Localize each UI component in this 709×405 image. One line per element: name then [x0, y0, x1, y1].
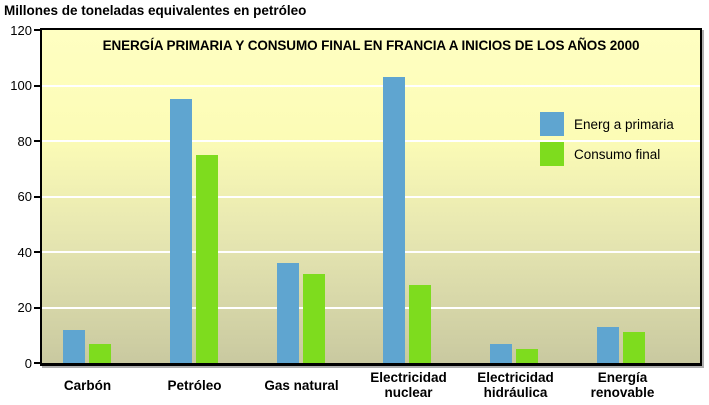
x-axis-label: Electricidad hidráulica — [477, 370, 554, 400]
y-tick: 40 — [18, 244, 40, 260]
y-tick-mark — [34, 306, 40, 309]
legend-swatch-primaria-icon — [540, 112, 564, 136]
bar-consumo — [89, 343, 112, 363]
y-tick-label: 0 — [24, 355, 32, 371]
gridline — [42, 306, 700, 309]
y-axis: 0 20 40 60 80 100 120 — [0, 23, 40, 371]
y-tick-mark — [34, 251, 40, 253]
x-axis-label: Gas natural — [264, 377, 339, 393]
y-tick: 60 — [18, 189, 40, 205]
y-tick-mark — [34, 84, 40, 87]
y-tick: 80 — [18, 133, 40, 149]
y-tick-label: 80 — [17, 133, 32, 149]
x-axis-label: Carbón — [63, 377, 112, 393]
y-tick: 20 — [18, 300, 40, 316]
chart-title: ENERGÍA PRIMARIA Y CONSUMO FINAL EN FRAN… — [102, 38, 640, 53]
legend-swatch-consumo-icon — [540, 142, 564, 166]
bar-primaria — [383, 77, 406, 363]
y-tick: 100 — [10, 78, 40, 94]
y-tick-label: 40 — [17, 244, 32, 260]
bar-consumo — [302, 274, 325, 363]
bar-group — [567, 30, 674, 363]
y-tick-label: 120 — [10, 22, 32, 38]
plot-area: ENERGÍA PRIMARIA Y CONSUMO FINAL EN FRAN… — [40, 28, 702, 366]
bar-primaria — [63, 329, 86, 363]
bar-primaria — [276, 263, 299, 363]
legend-label-primaria: Energ a primaria — [574, 116, 674, 132]
y-tick-mark — [34, 195, 40, 198]
y-tick-mark — [34, 29, 40, 31]
bar-primaria — [596, 326, 619, 363]
bar-consumo — [622, 332, 645, 363]
legend-item-primaria: Energ a primaria — [540, 112, 674, 136]
bar-primaria — [170, 99, 192, 363]
bar-consumo — [409, 285, 432, 363]
legend-label-consumo: Consumo final — [574, 146, 661, 162]
y-tick: 120 — [10, 22, 40, 38]
y-tick-mark — [34, 140, 40, 142]
y-tick-label: 60 — [17, 189, 32, 204]
legend-item-consumo: Consumo final — [540, 142, 674, 166]
y-tick-label: 20 — [17, 300, 32, 315]
bar-group — [461, 30, 568, 363]
bar-groups — [34, 30, 674, 363]
x-axis-label: Energía renovable — [590, 370, 655, 400]
bar-primaria — [490, 343, 513, 363]
bar-group — [354, 30, 461, 363]
gridline — [42, 251, 700, 253]
y-tick-label: 100 — [10, 78, 32, 93]
bar-consumo — [516, 349, 539, 363]
y-tick-mark — [34, 362, 40, 364]
legend: Energ a primaria Consumo final — [540, 112, 674, 166]
gridline — [42, 195, 700, 198]
x-axis-labels: Carbón Petróleo Gas natural Electricidad nu… — [34, 369, 676, 403]
gridline — [42, 84, 700, 87]
bar-group — [141, 30, 248, 363]
axis-units-label: Millones de toneladas equivalentes en pe… — [4, 3, 307, 18]
gridline — [42, 140, 700, 142]
y-tick: 0 — [25, 355, 40, 371]
bar-group — [34, 30, 141, 363]
x-axis-label: Electricidad nuclear — [370, 370, 447, 400]
bar-consumo — [196, 154, 218, 363]
gridlines — [42, 30, 700, 363]
bar-group — [247, 30, 354, 363]
x-axis-label: Petróleo — [167, 377, 222, 393]
